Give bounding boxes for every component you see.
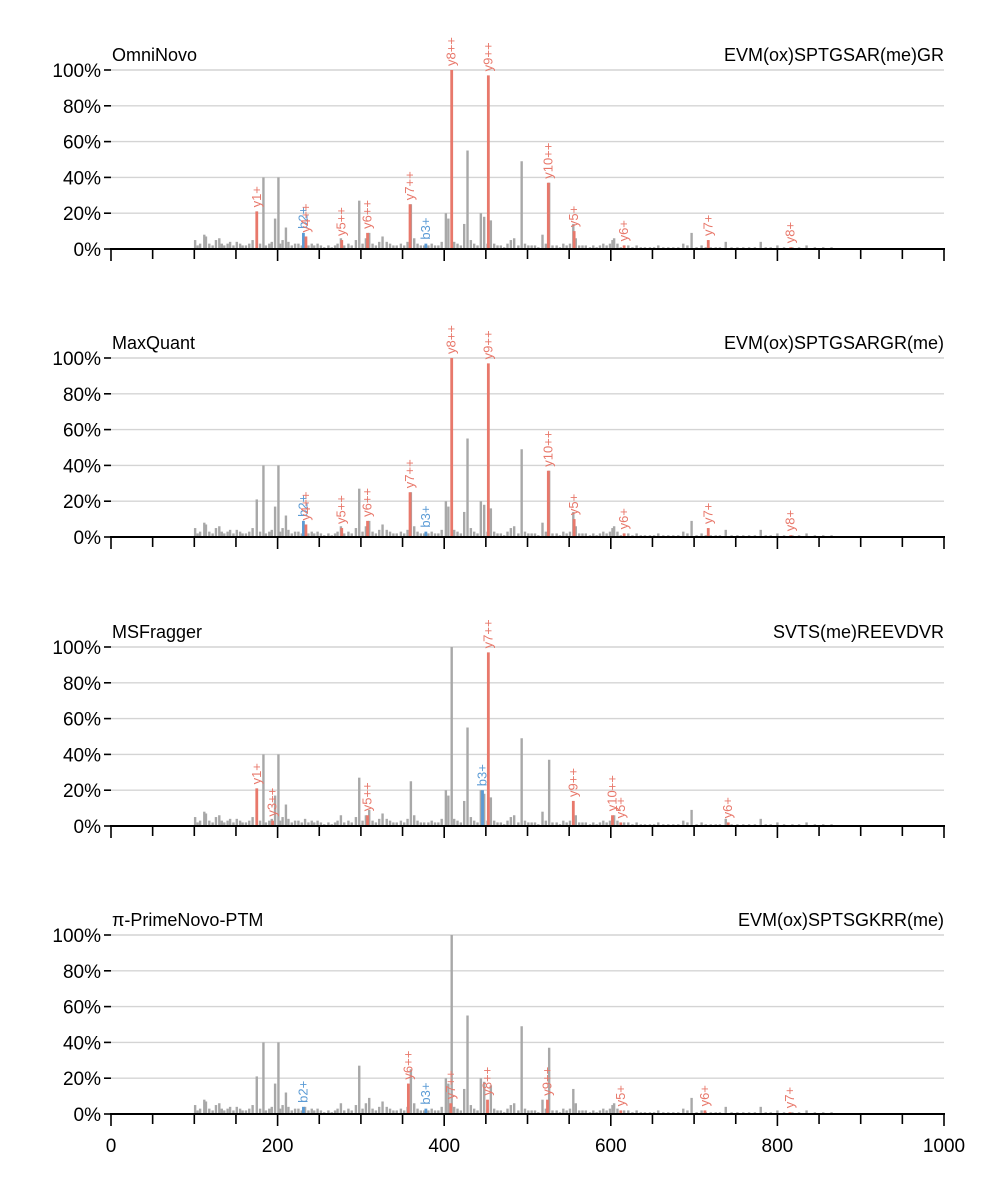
ion-label: y6+ [616, 220, 631, 241]
y-tick-label: 80% [63, 97, 101, 118]
y-tick-label: 60% [63, 133, 101, 154]
y-tick-label: 100% [52, 349, 101, 370]
ion-label: y10++ [540, 431, 555, 467]
ion-label: y7++ [443, 1070, 458, 1099]
y-tick-label: 80% [63, 385, 101, 406]
ion-label: y1+ [249, 763, 264, 784]
ion-label: y5++ [334, 495, 349, 524]
ion-label: y5+ [566, 494, 581, 515]
ion-label: y8++ [480, 1067, 495, 1096]
ion-label: y6++ [360, 488, 375, 517]
x-tick-label: 600 [595, 1136, 627, 1157]
peptide-label: SVTS(me)REEVDVR [773, 622, 944, 642]
y-tick-label: 20% [63, 1069, 101, 1090]
method-label: MSFragger [112, 622, 202, 642]
ion-label: b2+ [295, 207, 310, 229]
spectrum-panel: 0% 20% 40% 60% 80% 100% b2+ y6++b3+ y7++ y8++ y9++… [52, 910, 965, 1157]
y-tick-label: 20% [63, 781, 101, 802]
ion-label: y9++ [480, 330, 495, 359]
ion-label: y8++ [444, 325, 459, 354]
ion-label: y5+ [566, 206, 581, 227]
ion-label: y7++ [402, 171, 417, 200]
y-tick-label: 0% [74, 1105, 102, 1126]
x-tick-label: 200 [262, 1136, 294, 1157]
ion-label: y5+ [613, 797, 628, 818]
ion-label: y9++ [480, 42, 495, 71]
y-tick-label: 0% [74, 817, 102, 838]
ion-label: y7++ [402, 459, 417, 488]
ion-label: y5++ [360, 782, 375, 811]
spectrum-panel: 0% 20% 40% 60% 80% 100% b2+y4++ y5++ y6++ y7++ b3+… [52, 325, 945, 549]
ion-label: y6+ [697, 1085, 712, 1106]
x-tick-label: 0 [106, 1136, 117, 1157]
peptide-label: EVM(ox)SPTGSAR(me)GR [724, 45, 944, 65]
y-tick-label: 40% [63, 745, 101, 766]
ion-label: y5+ [613, 1085, 628, 1106]
y-tick-label: 20% [63, 492, 101, 513]
x-tick-label: 400 [428, 1136, 460, 1157]
ion-label: b3+ [418, 218, 433, 240]
y-tick-label: 80% [63, 962, 101, 983]
peptide-label: EVM(ox)SPTGSARGR(me) [724, 333, 944, 353]
y-tick-label: 20% [63, 204, 101, 225]
y-tick-label: 40% [63, 1033, 101, 1054]
method-label: π-PrimeNovo-PTM [112, 910, 263, 930]
y-tick-label: 0% [74, 240, 102, 261]
ion-label: y8+ [783, 222, 798, 243]
ion-label: y5++ [334, 207, 349, 236]
ion-label: y4++ [298, 492, 313, 521]
ion-label: y7+ [700, 215, 715, 236]
ion-label: y6+ [720, 797, 735, 818]
y-tick-label: 40% [63, 456, 101, 477]
y-tick-label: 100% [52, 61, 101, 82]
method-label: MaxQuant [112, 333, 195, 353]
y-tick-label: 60% [63, 998, 101, 1019]
ion-label: y9++ [565, 768, 580, 797]
ion-label: y6+ [616, 508, 631, 529]
ion-label: y10++ [604, 775, 619, 811]
peptide-label: EVM(ox)SPTSGKRR(me) [738, 910, 944, 930]
ion-label: y8++ [444, 37, 459, 66]
y-tick-label: 100% [52, 926, 101, 947]
y-tick-label: 60% [63, 710, 101, 731]
y-tick-label: 40% [63, 168, 101, 189]
x-tick-label: 800 [762, 1136, 794, 1157]
x-tick-label: 1000 [923, 1136, 965, 1157]
spectrum-panel: 0% 20% 40% 60% 80% 100% y1+y3++ y5++ b3+ y7++ y9++… [52, 619, 945, 838]
ion-label: b3+ [418, 1083, 433, 1105]
ion-label: b3+ [418, 506, 433, 528]
ion-label: y9++ [539, 1067, 554, 1096]
y-tick-label: 0% [74, 528, 102, 549]
ion-label: y1+ [249, 186, 264, 207]
ion-label: y7+ [700, 503, 715, 524]
ion-label: y6++ [360, 200, 375, 229]
ion-label: y7++ [480, 619, 495, 648]
ion-label: y4++ [298, 204, 313, 233]
method-label: OmniNovo [112, 45, 197, 65]
ion-label: b2+ [295, 1081, 310, 1103]
ion-label: y6++ [400, 1051, 415, 1080]
y-tick-label: 80% [63, 674, 101, 695]
y-tick-label: 60% [63, 421, 101, 442]
ion-label: b3+ [475, 764, 490, 786]
y-tick-label: 100% [52, 638, 101, 659]
ion-label: y10++ [540, 143, 555, 179]
spectrum-panel: 0% 20% 40% 60% 80% 100% y1+ b2+y4++ y5++ y6++ y7++… [52, 37, 945, 261]
ion-label: y3++ [265, 788, 280, 817]
ion-label: y8+ [783, 510, 798, 531]
ion-label: y7+ [782, 1087, 797, 1108]
ion-label: b2+ [295, 495, 310, 517]
